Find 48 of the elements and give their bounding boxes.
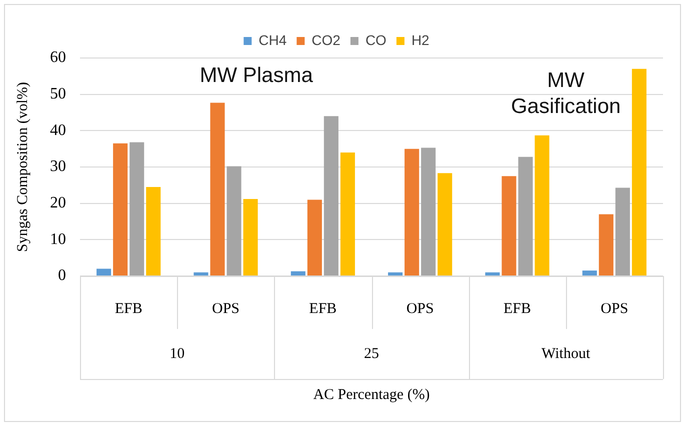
- bar: [438, 173, 452, 276]
- bar: [146, 186, 161, 276]
- x-tick-label: EFB: [114, 300, 142, 317]
- bar: [307, 200, 322, 276]
- x-tick-label: EFB: [503, 300, 532, 317]
- x-tick-label: EFB: [309, 300, 337, 317]
- y-tick-label: 50: [50, 86, 66, 103]
- legend-label: CO: [365, 32, 387, 48]
- bar: [632, 68, 646, 276]
- bar: [502, 176, 516, 276]
- bar: [290, 271, 306, 276]
- text: 25: [364, 346, 379, 362]
- x-tick-label: OPS: [212, 300, 240, 317]
- bar: [210, 102, 225, 276]
- text: 10: [170, 346, 185, 362]
- bar: [485, 272, 500, 276]
- text: Without: [542, 346, 591, 362]
- bar: [518, 156, 533, 276]
- bar: [582, 270, 597, 276]
- bar: [404, 148, 420, 276]
- bar: [226, 166, 242, 276]
- legend-label: CO2: [312, 32, 341, 48]
- y-tick-label: 10: [50, 230, 66, 248]
- bar: [340, 152, 355, 276]
- annotation: MW Gasification: [510, 69, 621, 118]
- bar: [615, 188, 630, 276]
- bar: [388, 272, 403, 276]
- bar: [598, 214, 614, 276]
- bar: [130, 142, 144, 276]
- x-tick-label: OPS: [600, 300, 628, 317]
- x-axis-title: AC Percentage (%): [313, 386, 430, 403]
- y-tick-label: 20: [50, 194, 66, 212]
- y-axis-title: Syngas Composition (vol%): [14, 82, 31, 252]
- y-tick-label: 0: [58, 267, 66, 284]
- bar: [96, 268, 112, 276]
- bar: [534, 135, 550, 276]
- bar: [421, 148, 436, 276]
- y-tick-label: 60: [50, 49, 66, 66]
- bar: [194, 272, 208, 276]
- bar: [243, 198, 258, 276]
- y-tick-label: 40: [50, 122, 66, 139]
- bar: [113, 143, 128, 276]
- bar: [324, 116, 338, 276]
- legend-label: H2: [411, 32, 430, 48]
- y-tick-label: 30: [50, 158, 66, 176]
- legend-label: CH4: [258, 32, 287, 48]
- x-tick-label: OPS: [406, 300, 434, 317]
- annotation: MW Plasma: [200, 64, 314, 87]
